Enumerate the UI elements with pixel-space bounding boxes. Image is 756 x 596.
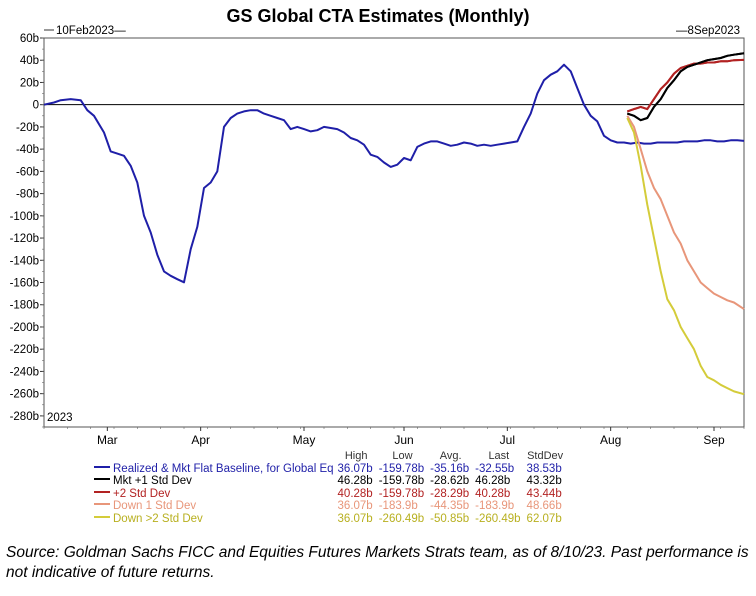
legend-series-name: Mkt +1 Std Dev <box>113 475 192 487</box>
legend-swatch <box>94 490 110 493</box>
x-tick-label: May <box>293 433 316 447</box>
legend-stat-value: 38.53b <box>526 462 562 475</box>
x-tick-label: Jun <box>394 433 413 447</box>
legend-stat-value: -28.62b <box>430 475 470 487</box>
legend-header: Avg. <box>439 450 462 462</box>
y-tick-label: 20b <box>20 77 39 89</box>
y-tick-label: -60b <box>16 166 39 178</box>
y-tick-label: -200b <box>10 322 39 334</box>
y-tick-label: -40b <box>16 144 39 156</box>
cta-chart: GS Global CTA Estimates (Monthly) 60b 40b… <box>10 6 745 447</box>
legend-row: Mkt +1 Std Dev 46.28b -159.78b -28.62b 46.28… <box>90 475 568 488</box>
legend-stat-value: -32.55b <box>475 462 515 475</box>
legend-stat-value: -35.16b <box>430 462 470 475</box>
legend-series-name: Realized & Mkt Flat Baseline, for Global… <box>113 462 334 475</box>
legend-stat-value: 62.07b <box>526 512 562 525</box>
y-tick-label: -240b <box>10 366 39 378</box>
legend-stat-value: 36.07b <box>337 512 373 525</box>
legend-swatch <box>94 515 110 518</box>
series-line-1 <box>43 63 745 284</box>
x-tick-label: Sep <box>703 433 725 447</box>
x-tick-label: Jul <box>500 433 515 447</box>
x-tick-label: Mar <box>97 433 118 447</box>
legend-stat-value: -260.49b <box>475 512 521 525</box>
series-line-overlay-2 <box>626 52 745 122</box>
year-label: 2023 <box>47 412 73 424</box>
legend-header: Low <box>392 450 413 462</box>
legend-swatch <box>94 503 110 506</box>
x-tick-label: Aug <box>600 433 621 447</box>
legend-stat-value: -260.49b <box>378 512 425 525</box>
y-tick-label: -160b <box>10 278 39 290</box>
y-tick-label: -20b <box>16 122 39 134</box>
legend-stat-value: -183.9b <box>475 500 515 512</box>
series-line-4 <box>626 115 745 310</box>
legend-stat-value: 43.44b <box>526 487 562 500</box>
y-tick-label: -140b <box>10 255 39 267</box>
range-end-label: —8Sep2023 <box>676 25 740 37</box>
y-tick-label: -220b <box>10 344 39 356</box>
y-tick-label: -100b <box>10 211 39 223</box>
legend-series-name: Down >2 Std Dev <box>113 512 203 525</box>
series-line-overlay-3 <box>626 58 745 113</box>
legend-stat-value: 46.28b <box>475 475 511 487</box>
legend-stat-value: 40.28b <box>337 487 373 500</box>
legend-row: Down 1 Std Dev 36.07b -183.9b -44.35b -183.9… <box>90 500 568 513</box>
legend-stat-value: 46.28b <box>337 475 373 487</box>
y-tick-label: -120b <box>10 233 39 245</box>
legend-series-name: +2 Std Dev <box>113 487 171 500</box>
y-tick-label: -260b <box>10 389 39 401</box>
chart-title: GS Global CTA Estimates (Monthly) <box>226 6 529 26</box>
legend-stat-value: -159.78b <box>378 487 425 500</box>
legend-row: Down >2 Std Dev 36.07b -260.49b -50.85b -260… <box>90 513 568 526</box>
legend-series-name: Down 1 Std Dev <box>113 500 197 512</box>
legend-stat-value: -159.78b <box>378 475 425 487</box>
legend: High Low Avg. Last StdDev Realized & Mkt Fla… <box>90 450 568 525</box>
y-tick-label: 40b <box>20 55 39 67</box>
legend-stat-value: 43.32b <box>526 475 562 487</box>
legend-stat-value: -183.9b <box>378 500 418 512</box>
legend-stat-value: -159.78b <box>378 462 425 475</box>
legend-header: High <box>344 450 368 462</box>
legend-row: +2 Std Dev 40.28b -159.78b -28.29b 40.28b 43.… <box>90 488 568 501</box>
legend-swatch <box>94 478 110 481</box>
series-line-5 <box>626 117 745 396</box>
legend-stat-value: -50.85b <box>430 512 470 525</box>
legend-stat-value: -44.35b <box>430 500 470 512</box>
y-tick-label: 60b <box>20 33 39 45</box>
y-tick-label: -180b <box>10 300 39 312</box>
y-tick-label: 0 <box>33 100 39 112</box>
y-tick-label: -280b <box>10 411 39 423</box>
legend-header: StdDev <box>527 450 564 462</box>
legend-row: Realized & Mkt Flat Baseline, for Global… <box>90 463 568 476</box>
legend-stat-value: 36.07b <box>337 500 373 512</box>
source-footnote: Source: Goldman Sachs FICC and Equities … <box>6 544 749 581</box>
x-tick-label: Apr <box>191 433 210 447</box>
legend-header: Last <box>488 450 510 462</box>
y-tick-label: -80b <box>16 189 39 201</box>
series-line-2 <box>626 52 745 122</box>
plot-frame <box>43 37 745 428</box>
legend-stat-value: 40.28b <box>475 487 511 500</box>
legend-stat-value: -28.29b <box>430 487 470 500</box>
legend-stat-value: 48.66b <box>526 500 562 512</box>
range-start-label: 10Feb2023— <box>56 25 126 37</box>
legend-stat-value: 36.07b <box>337 462 373 475</box>
legend-swatch <box>94 465 110 468</box>
